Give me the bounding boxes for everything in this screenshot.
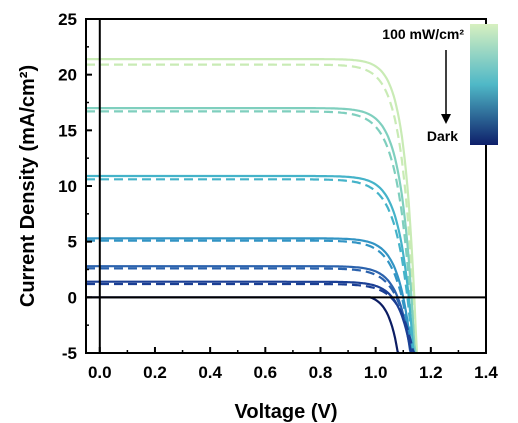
- x-tick-label: 0.0: [88, 363, 112, 382]
- series-2-solid-line: [86, 174, 416, 354]
- colorbar-top-label: 100 mW/cm²: [382, 26, 464, 42]
- y-axis-title: Current Density (mA/cm²): [17, 65, 39, 307]
- y-axis-ticks: -5 0 5 10 15 20 25: [58, 10, 92, 363]
- series-1-solid-line: [86, 107, 417, 354]
- x-tick-label: 1.2: [419, 363, 443, 382]
- colorbar-legend: 100 mW/cm² Dark: [382, 24, 498, 145]
- series-4-dashed-line: [86, 267, 413, 354]
- x-tick-label: 1.4: [474, 363, 498, 382]
- series-2-dashed-line: [86, 178, 414, 354]
- x-axis-ticks: 0.0 0.2 0.4 0.6 0.8 1.0 1.2 1.4: [88, 347, 498, 382]
- x-tick-label: 0.6: [253, 363, 277, 382]
- y-tick-label: 10: [58, 177, 77, 196]
- series-1-dashed-line: [86, 110, 416, 354]
- series-6-solid-line: [86, 296, 400, 354]
- series-3-solid-line: [86, 237, 413, 354]
- y-tick-label: 15: [58, 121, 77, 140]
- x-tick-label: 0.4: [198, 363, 222, 382]
- y-tick-label: 20: [58, 66, 77, 85]
- series-5-dashed-line: [86, 282, 416, 354]
- series-0-solid-line: [86, 58, 419, 354]
- colorbar-bottom-label: Dark: [427, 128, 458, 144]
- plot-frame: [85, 18, 487, 354]
- x-tick-label: 0.8: [309, 363, 333, 382]
- series-4-solid-line: [86, 265, 413, 354]
- colorbar: [470, 24, 498, 145]
- series-3-dashed-line: [86, 239, 413, 354]
- y-tick-label: 0: [68, 288, 77, 307]
- y-tick-label: -5: [62, 344, 77, 363]
- x-axis-title: Voltage (V): [235, 401, 338, 423]
- y-tick-label: 25: [58, 10, 77, 29]
- series-5-solid-line: [86, 280, 413, 354]
- x-tick-label: 1.0: [364, 363, 388, 382]
- x-tick-label: 0.2: [143, 363, 167, 382]
- colorbar-arrowhead: [441, 114, 451, 124]
- y-tick-label: 5: [68, 233, 77, 252]
- jv-curves: [86, 58, 419, 354]
